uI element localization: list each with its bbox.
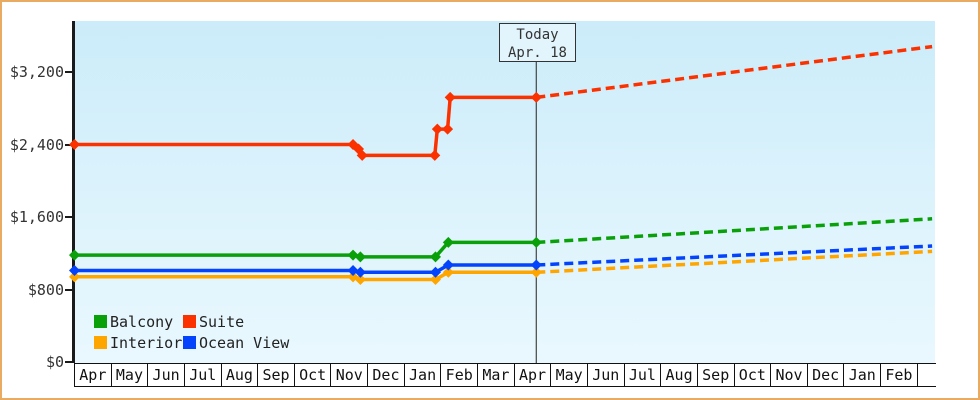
price-line-ocean-view (74, 263, 537, 275)
x-axis-month-cell: Jan (844, 364, 882, 386)
data-point-marker-suite (429, 149, 441, 161)
price-line-interior (74, 270, 537, 282)
y-axis-tick (65, 216, 73, 218)
x-axis-month-cell: Jan (405, 364, 442, 386)
x-axis-filler-cell (918, 364, 936, 386)
x-axis-month-row: Apr May Jun Jul Aug Sep Oct Nov Dec Jan Feb Mar Apr M… (74, 363, 936, 387)
data-point-marker-balcony (442, 236, 454, 248)
legend-label: Ocean View (199, 333, 290, 352)
projection-line-suite (536, 44, 933, 100)
data-point-marker-interior (530, 266, 542, 278)
y-axis-line (72, 21, 75, 363)
data-point-marker-ocean-view (347, 264, 359, 276)
y-axis-tick (65, 288, 73, 291)
x-axis-month-cell: Dec (808, 364, 845, 386)
x-axis-month-cell: May (551, 364, 588, 386)
x-axis-month-cell: Nov (771, 364, 808, 386)
legend-item-ocean-view: Ocean View (183, 332, 289, 353)
data-point-marker-ocean-view (430, 266, 442, 278)
data-point-marker-ocean-view (530, 259, 542, 271)
price-line-balcony (74, 240, 537, 259)
x-axis-month-cell: Mar (478, 364, 515, 386)
x-axis-month-cell: Jul (185, 364, 222, 386)
projection-line-balcony (536, 217, 933, 245)
x-axis-month-cell: Nov (331, 364, 369, 386)
data-point-marker-suite (356, 149, 368, 161)
data-point-marker-interior (442, 266, 454, 278)
y-axis-tick (65, 71, 73, 73)
x-axis-month-cell: Apr (75, 364, 112, 386)
x-axis-month-cell: Jun (148, 364, 185, 386)
x-axis-month-cell: Jul (625, 364, 662, 386)
x-axis-month-cell: Jun (588, 364, 625, 386)
x-axis-month-cell: Oct (735, 364, 772, 386)
data-point-marker-suite (431, 123, 443, 135)
data-point-marker-ocean-view (354, 266, 366, 278)
data-point-marker-ocean-view (442, 259, 454, 271)
x-axis-month-cell: Dec (368, 364, 405, 386)
legend-swatch-icon (94, 336, 107, 349)
x-axis-month-cell: Sep (258, 364, 295, 386)
x-axis-month-cell: Apr (515, 364, 552, 386)
data-point-marker-suite (444, 91, 456, 103)
legend-item-interior: Interior (94, 332, 183, 353)
data-point-marker-balcony (430, 251, 442, 263)
y-axis-label: $2,400 (9, 135, 64, 154)
x-axis-month-cell: Aug (661, 364, 698, 386)
y-axis-label: $1,600 (9, 208, 64, 226)
x-axis-month-cell: May (112, 364, 149, 386)
y-axis-tick (65, 361, 73, 363)
legend-swatch-icon (183, 315, 196, 328)
legend-item-suite: Suite (183, 311, 289, 332)
projection-line-ocean-view (536, 244, 933, 267)
data-point-marker-balcony (530, 236, 542, 248)
legend: Balcony Suite Interior Ocean View (94, 311, 289, 353)
today-date: Apr. 18 (507, 45, 567, 61)
data-point-marker-ocean-view (69, 264, 80, 276)
price-line-suite (74, 95, 537, 158)
legend-label: Suite (199, 312, 245, 331)
data-point-marker-interior (354, 274, 366, 286)
y-axis-label: $3,200 (9, 63, 64, 81)
data-point-marker-suite (442, 123, 454, 135)
x-axis-month-cell: Sep (698, 364, 735, 386)
data-point-marker-balcony (347, 249, 359, 261)
data-point-marker-balcony (354, 251, 366, 263)
legend-swatch-icon (183, 336, 196, 349)
y-axis-label: $0 (45, 353, 64, 371)
x-axis-month-cell: Feb (881, 364, 918, 386)
today-label: Today (516, 27, 559, 43)
today-marker-box: Today Apr. 18 (499, 23, 576, 62)
x-axis-month-cell: Oct (295, 364, 332, 386)
x-axis-month-cell: Feb (441, 364, 479, 386)
data-point-marker-suite (69, 139, 80, 150)
legend-swatch-icon (94, 315, 107, 328)
x-axis-month-cell: Aug (222, 364, 259, 386)
legend-label: Balcony (110, 312, 174, 331)
y-axis-label: $800 (27, 280, 64, 299)
projection-line-interior (536, 249, 933, 275)
data-point-marker-suite (530, 91, 542, 103)
legend-label: Interior (110, 333, 183, 352)
plot-area (75, 21, 935, 363)
data-point-marker-interior (430, 274, 442, 286)
data-point-marker-balcony (69, 249, 80, 261)
legend-item-balcony: Balcony (94, 311, 183, 332)
data-point-marker-interior (69, 271, 80, 283)
